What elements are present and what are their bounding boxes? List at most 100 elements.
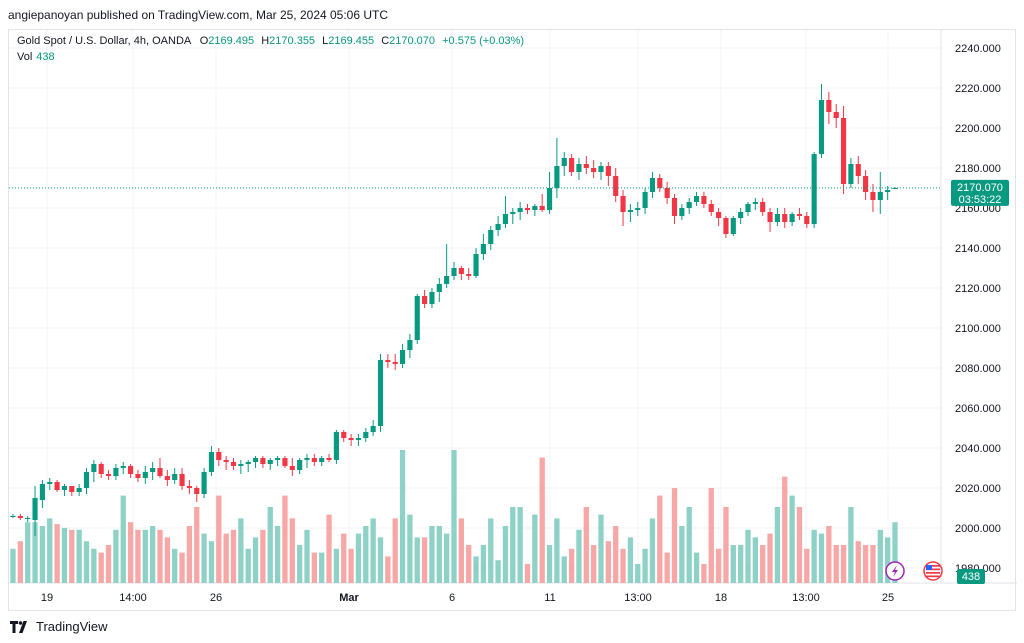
candle-body — [554, 166, 560, 188]
volume-bar — [546, 545, 553, 583]
volume-bar — [818, 533, 825, 583]
candle-body — [826, 100, 832, 112]
chart-frame[interactable]: 2240.000 2220.000 2200.000 2180.000 2160.000… — [8, 29, 1017, 612]
volume-bar — [877, 529, 883, 583]
candle-body — [701, 196, 707, 204]
candle-body — [510, 212, 516, 214]
volume-bar — [796, 507, 803, 583]
legend-open-value: 2169.495 — [208, 35, 255, 47]
y-tick-label: 2160.000 — [955, 203, 1001, 215]
volume-bar — [32, 522, 38, 583]
candle-body — [671, 198, 678, 216]
volume-bar — [135, 529, 141, 583]
candle-body — [539, 206, 545, 210]
legend-close-label: C — [381, 35, 390, 47]
volume-bar — [274, 526, 281, 583]
candle-body — [392, 362, 398, 364]
volume-bar — [105, 545, 112, 583]
volume-bar — [510, 507, 516, 583]
volume-bar — [76, 529, 82, 583]
volume-bar — [774, 507, 781, 583]
candle-body — [796, 214, 803, 216]
volume-tag-value: 438 — [962, 571, 980, 583]
candle-body — [877, 192, 883, 200]
volume-bar — [69, 529, 75, 583]
candle-body — [524, 208, 531, 210]
candle-body — [840, 118, 847, 184]
volume-bar — [201, 533, 207, 583]
volume-bar — [517, 507, 523, 583]
candle-body — [613, 176, 619, 196]
volume-bar — [591, 545, 597, 583]
volume-bar — [811, 529, 817, 583]
footer-brand-text[interactable]: TradingView — [36, 619, 108, 634]
volume-bar — [17, 541, 23, 583]
volume-bar — [421, 537, 428, 583]
volume-bar — [216, 495, 222, 583]
candle-body — [150, 468, 156, 472]
volume-bar — [172, 548, 178, 583]
candle-body — [480, 244, 486, 254]
volume-bar — [730, 545, 736, 583]
candle-body — [260, 458, 266, 464]
candle-body — [561, 158, 567, 166]
candle-body — [341, 432, 347, 438]
volume-bar — [444, 533, 450, 583]
volume-bar — [10, 548, 16, 583]
volume-bar — [142, 529, 148, 583]
candle-body — [304, 458, 310, 460]
y-tick-label: 2200.000 — [955, 123, 1001, 135]
x-tick-label: 14:00 — [119, 592, 147, 604]
volume-bar — [39, 526, 46, 583]
candle-body — [627, 210, 633, 212]
candle-body — [275, 458, 281, 460]
candle-body — [855, 164, 861, 176]
volume-bar — [649, 518, 656, 583]
candle-body — [25, 518, 31, 519]
volume-bar — [782, 476, 788, 583]
volume-bar — [61, 527, 68, 583]
lightning-event-icon[interactable] — [885, 561, 905, 581]
candle-body — [289, 466, 295, 470]
volume-bar — [642, 548, 648, 583]
legend-symbol[interactable]: Gold Spot / U.S. Dollar, 4h, OANDA — [17, 35, 191, 47]
volume-bar — [539, 457, 545, 583]
y-tick-label: 2020.000 — [955, 483, 1001, 495]
candle-body — [892, 187, 898, 190]
candle-body — [466, 274, 472, 276]
candle-body — [157, 468, 163, 476]
volume-bar — [54, 524, 60, 583]
us-flag-event-icon[interactable] — [923, 561, 943, 581]
candle-body — [201, 472, 207, 494]
volume-bar — [664, 552, 670, 583]
volume-bar — [414, 537, 420, 583]
y-tick-label: 2220.000 — [955, 83, 1001, 95]
candle-body — [444, 276, 450, 284]
x-tick-label: 13:00 — [624, 592, 652, 604]
price-chart[interactable]: 2240.000 2220.000 2200.000 2180.000 2160.000… — [9, 30, 1017, 612]
tradingview-logo-icon — [10, 620, 27, 633]
candle-body — [642, 192, 648, 208]
volume-bar — [598, 514, 604, 583]
candle-body — [657, 178, 663, 188]
legend-volume-label[interactable]: Vol — [17, 51, 33, 63]
y-tick-label: 2040.000 — [955, 443, 1001, 455]
volume-bar — [363, 526, 369, 583]
last-price-tag — [951, 179, 1009, 206]
volume-bar — [848, 507, 854, 583]
volume-bar — [333, 548, 340, 583]
legend-open-label: O — [199, 35, 209, 47]
candle-body — [569, 158, 575, 172]
candle-body — [686, 202, 692, 208]
candle-body — [789, 214, 795, 222]
volume-bar — [708, 488, 714, 583]
x-tick-label: 13:00 — [792, 592, 820, 604]
candle-body — [591, 168, 597, 172]
candle-body — [708, 204, 714, 212]
candle-body — [422, 296, 428, 304]
volume-bar — [47, 518, 53, 583]
volume-bar — [208, 541, 215, 583]
candle-body — [451, 268, 457, 276]
candle-body — [863, 176, 869, 192]
volume-bar — [25, 522, 31, 583]
